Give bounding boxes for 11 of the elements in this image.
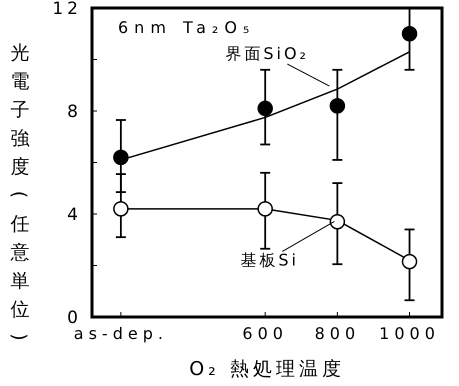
y-axis-title: 光電子強度(任意単位)	[8, 42, 30, 341]
text: 6nm Ta₂O₅	[118, 18, 256, 37]
y-tick-label: 12	[52, 0, 82, 19]
y-tick-label: 8	[67, 102, 82, 122]
x-tick-label: 800	[314, 324, 360, 343]
x-tick-label: 600	[242, 324, 288, 343]
x-tick-label: 1000	[379, 324, 440, 343]
y-tick-label: 4	[67, 205, 82, 225]
annotation: 基板Si	[240, 250, 299, 270]
x-axis-title: O₂ 熱処理温度	[189, 358, 345, 380]
annotation: 界面SiO₂	[225, 44, 309, 64]
